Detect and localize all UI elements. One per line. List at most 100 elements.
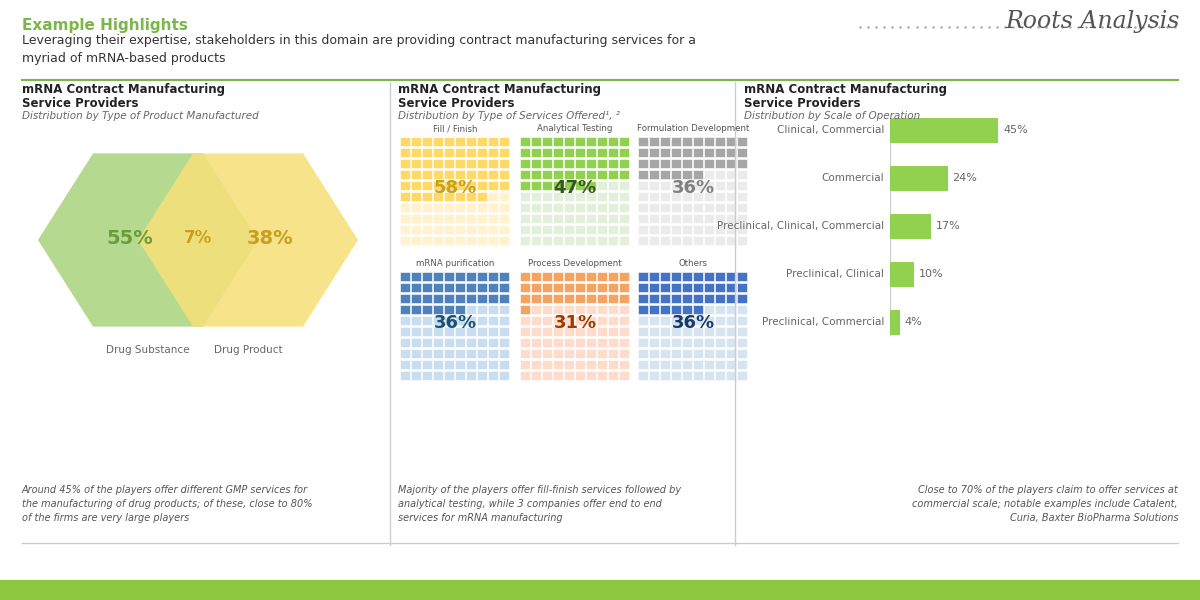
Bar	[598, 370, 606, 380]
Bar	[671, 359, 680, 369]
Bar	[649, 136, 659, 146]
Bar	[530, 271, 540, 281]
Bar	[553, 283, 563, 292]
Bar	[649, 235, 659, 245]
Bar	[530, 359, 540, 369]
Bar	[455, 202, 464, 212]
Bar	[598, 304, 606, 314]
Bar	[410, 224, 420, 234]
Bar	[542, 235, 552, 245]
Bar	[488, 304, 498, 314]
Bar	[400, 326, 409, 336]
Bar	[694, 326, 702, 336]
Bar	[410, 169, 420, 179]
Bar	[694, 337, 702, 347]
Bar	[444, 169, 454, 179]
Bar	[488, 214, 498, 223]
Bar	[715, 283, 725, 292]
Bar	[586, 181, 595, 190]
Bar	[433, 191, 443, 201]
Bar	[671, 191, 680, 201]
Bar	[682, 148, 691, 157]
Bar	[682, 283, 691, 292]
Bar	[598, 337, 606, 347]
Bar	[608, 370, 618, 380]
Bar	[444, 337, 454, 347]
Bar	[520, 359, 529, 369]
Bar	[433, 158, 443, 168]
Text: Preclinical, Clinical, Commercial: Preclinical, Clinical, Commercial	[716, 221, 884, 231]
Bar	[488, 202, 498, 212]
Bar	[704, 202, 714, 212]
Bar	[444, 316, 454, 325]
Bar	[488, 158, 498, 168]
Bar	[726, 304, 736, 314]
Bar	[660, 283, 670, 292]
Bar	[499, 271, 509, 281]
Polygon shape	[38, 154, 258, 326]
Bar	[586, 316, 595, 325]
Bar	[726, 235, 736, 245]
Bar	[499, 181, 509, 190]
Bar	[586, 326, 595, 336]
Bar	[726, 337, 736, 347]
Bar	[671, 316, 680, 325]
Bar	[575, 370, 584, 380]
Bar	[726, 370, 736, 380]
Bar	[660, 370, 670, 380]
Bar	[488, 337, 498, 347]
Bar	[542, 271, 552, 281]
Bar	[530, 224, 540, 234]
Bar	[694, 169, 702, 179]
Bar	[410, 181, 420, 190]
Bar	[660, 214, 670, 223]
Bar	[433, 304, 443, 314]
Bar	[400, 271, 409, 281]
Bar	[433, 337, 443, 347]
Bar	[704, 235, 714, 245]
Bar	[520, 136, 529, 146]
Bar	[466, 316, 475, 325]
Bar	[737, 148, 746, 157]
Bar	[488, 181, 498, 190]
Bar	[564, 316, 574, 325]
Bar	[682, 169, 691, 179]
Bar	[575, 293, 584, 303]
Bar	[671, 337, 680, 347]
Bar	[704, 214, 714, 223]
Bar	[422, 293, 432, 303]
Bar	[682, 293, 691, 303]
Bar	[410, 271, 420, 281]
Bar	[553, 191, 563, 201]
Bar	[530, 148, 540, 157]
Bar	[564, 293, 574, 303]
Bar	[466, 304, 475, 314]
Bar	[890, 166, 948, 191]
Bar	[704, 136, 714, 146]
Bar	[542, 148, 552, 157]
Bar	[726, 359, 736, 369]
Bar	[575, 349, 584, 358]
Bar	[575, 136, 584, 146]
Bar	[478, 191, 486, 201]
Bar	[704, 158, 714, 168]
Bar	[737, 202, 746, 212]
Bar	[422, 136, 432, 146]
Bar	[520, 370, 529, 380]
Bar	[478, 235, 486, 245]
Bar	[715, 349, 725, 358]
Bar	[564, 370, 574, 380]
Bar	[608, 359, 618, 369]
Bar	[530, 214, 540, 223]
Bar	[586, 169, 595, 179]
Bar	[619, 158, 629, 168]
Bar	[553, 359, 563, 369]
Bar	[499, 304, 509, 314]
Bar	[737, 337, 746, 347]
Bar	[499, 337, 509, 347]
Bar	[422, 359, 432, 369]
Bar	[410, 136, 420, 146]
Text: Preclinical, Clinical: Preclinical, Clinical	[786, 269, 884, 279]
Bar	[737, 304, 746, 314]
Bar	[598, 349, 606, 358]
